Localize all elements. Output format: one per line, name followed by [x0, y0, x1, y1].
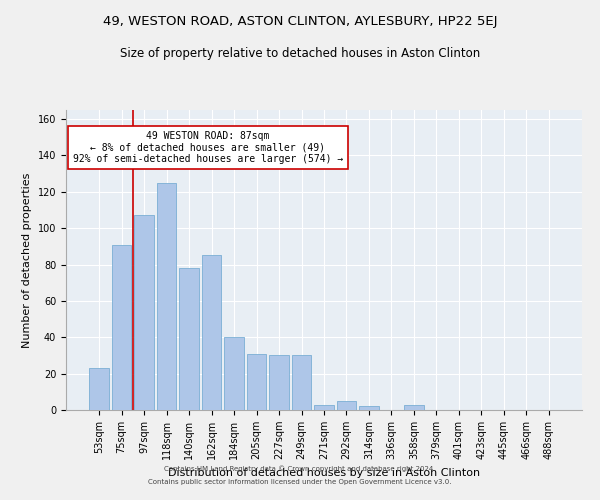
X-axis label: Distribution of detached houses by size in Aston Clinton: Distribution of detached houses by size …	[168, 468, 480, 477]
Bar	[404, 404, 424, 410]
Bar	[157, 182, 176, 410]
Bar	[179, 268, 199, 410]
Text: 49, WESTON ROAD, ASTON CLINTON, AYLESBURY, HP22 5EJ: 49, WESTON ROAD, ASTON CLINTON, AYLESBUR…	[103, 15, 497, 28]
Bar	[314, 404, 334, 410]
Bar	[202, 256, 221, 410]
Y-axis label: Number of detached properties: Number of detached properties	[22, 172, 32, 348]
Bar	[89, 368, 109, 410]
Bar	[292, 356, 311, 410]
Bar	[112, 244, 131, 410]
Bar	[337, 401, 356, 410]
Bar	[224, 338, 244, 410]
Bar	[134, 216, 154, 410]
Bar	[269, 356, 289, 410]
Text: Contains public sector information licensed under the Open Government Licence v3: Contains public sector information licen…	[148, 479, 452, 485]
Bar	[247, 354, 266, 410]
Bar	[359, 406, 379, 410]
Text: Contains HM Land Registry data © Crown copyright and database right 2024.: Contains HM Land Registry data © Crown c…	[164, 466, 436, 472]
Text: 49 WESTON ROAD: 87sqm
← 8% of detached houses are smaller (49)
92% of semi-detac: 49 WESTON ROAD: 87sqm ← 8% of detached h…	[73, 131, 343, 164]
Text: Size of property relative to detached houses in Aston Clinton: Size of property relative to detached ho…	[120, 48, 480, 60]
